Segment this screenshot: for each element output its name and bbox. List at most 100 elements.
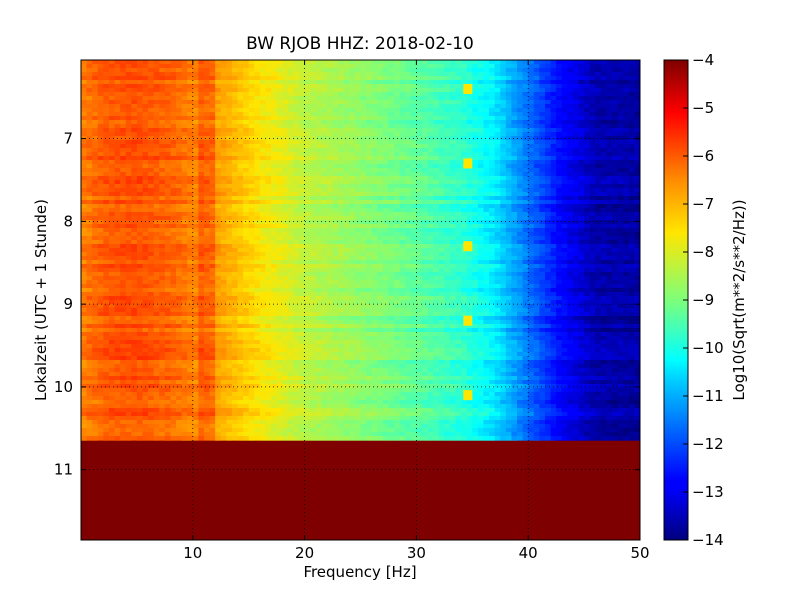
- heatmap-cell: [623, 156, 630, 161]
- heatmap-cell: [265, 136, 272, 141]
- heatmap-cell: [505, 256, 512, 261]
- heatmap-cell: [489, 72, 496, 77]
- heatmap-cell: [338, 180, 345, 185]
- heatmap-cell: [539, 136, 546, 141]
- heatmap-cell: [584, 148, 591, 153]
- heatmap-cell: [377, 128, 384, 133]
- heatmap-cell: [394, 84, 401, 89]
- heatmap-cell: [103, 60, 110, 65]
- heatmap-cell: [556, 252, 563, 257]
- heatmap-cell: [282, 152, 289, 157]
- heatmap-cell: [338, 124, 345, 129]
- heatmap-cell: [477, 228, 484, 233]
- heatmap-cell: [343, 248, 350, 253]
- heatmap-cell: [477, 92, 484, 97]
- heatmap-cell: [399, 180, 406, 185]
- heatmap-cell: [125, 136, 132, 141]
- heatmap-cell: [421, 168, 428, 173]
- heatmap-cell: [511, 232, 518, 237]
- heatmap-cell: [131, 144, 138, 149]
- heatmap-cell: [449, 72, 456, 77]
- heatmap-cell: [366, 144, 373, 149]
- heatmap-cell: [181, 228, 188, 233]
- heatmap-cell: [399, 252, 406, 257]
- heatmap-cell: [394, 132, 401, 137]
- heatmap-cell: [399, 232, 406, 237]
- heatmap-cell: [561, 200, 568, 205]
- heatmap-cell: [584, 196, 591, 201]
- heatmap-cell: [517, 204, 524, 209]
- heatmap-cell: [231, 180, 238, 185]
- heatmap-cell: [572, 100, 579, 105]
- heatmap-cell: [226, 244, 233, 249]
- heatmap-cell: [544, 256, 551, 261]
- heatmap-cell: [271, 132, 278, 137]
- heatmap-cell: [282, 156, 289, 161]
- heatmap-cell: [248, 120, 255, 125]
- heatmap-cell: [287, 212, 294, 217]
- heatmap-cell: [148, 172, 155, 177]
- heatmap-cell: [455, 112, 462, 117]
- heatmap-cell: [187, 232, 194, 237]
- heatmap-cell: [366, 196, 373, 201]
- heatmap-cell: [243, 224, 250, 229]
- heatmap-cell: [612, 204, 619, 209]
- heatmap-cell: [354, 224, 361, 229]
- heatmap-cell: [539, 144, 546, 149]
- heatmap-cell: [209, 148, 216, 153]
- heatmap-cell: [254, 160, 261, 165]
- heatmap-cell: [416, 196, 423, 201]
- heatmap-cell: [539, 196, 546, 201]
- heatmap-cell: [315, 156, 322, 161]
- heatmap-cell: [466, 228, 473, 233]
- heatmap-cell: [461, 180, 468, 185]
- heatmap-cell: [338, 128, 345, 133]
- heatmap-cell: [600, 200, 607, 205]
- heatmap-cell: [354, 64, 361, 69]
- heatmap-cell: [489, 204, 496, 209]
- heatmap-cell: [511, 88, 518, 93]
- heatmap-cell: [131, 244, 138, 249]
- heatmap-cell: [595, 160, 602, 165]
- heatmap-cell: [522, 60, 529, 65]
- heatmap-cell: [304, 220, 311, 225]
- heatmap-cell: [231, 60, 238, 65]
- heatmap-cell: [517, 120, 524, 125]
- heatmap-cell: [153, 144, 160, 149]
- heatmap-cell: [131, 136, 138, 141]
- heatmap-cell: [528, 244, 535, 249]
- heatmap-cell: [584, 64, 591, 69]
- heatmap-cell: [315, 144, 322, 149]
- heatmap-cell: [466, 236, 473, 241]
- heatmap-cell: [517, 216, 524, 221]
- heatmap-cell: [321, 60, 328, 65]
- heatmap-cell: [332, 88, 339, 93]
- heatmap-cell: [517, 164, 524, 169]
- heatmap-cell: [360, 108, 367, 113]
- heatmap-cell: [600, 144, 607, 149]
- heatmap-cell: [103, 156, 110, 161]
- heatmap-cell: [628, 216, 635, 221]
- heatmap-cell: [382, 140, 389, 145]
- heatmap-cell: [533, 220, 540, 225]
- heatmap-cell: [304, 196, 311, 201]
- heatmap-cell: [410, 92, 417, 97]
- heatmap-cell: [528, 184, 535, 189]
- heatmap-cell: [606, 68, 613, 73]
- heatmap-cell: [617, 64, 624, 69]
- heatmap-cell: [461, 64, 468, 69]
- heatmap-cell: [477, 132, 484, 137]
- heatmap-cell: [120, 60, 127, 65]
- heatmap-cell: [461, 100, 468, 105]
- heatmap-cell: [438, 84, 445, 89]
- heatmap-cell: [243, 112, 250, 117]
- heatmap-cell: [310, 248, 317, 253]
- heatmap-cell: [617, 256, 624, 261]
- heatmap-cell: [226, 144, 233, 149]
- heatmap-cell: [103, 100, 110, 105]
- heatmap-cell: [377, 208, 384, 213]
- heatmap-cell: [617, 192, 624, 197]
- heatmap-cell: [567, 72, 574, 77]
- heatmap-cell: [505, 140, 512, 145]
- heatmap-cell: [187, 120, 194, 125]
